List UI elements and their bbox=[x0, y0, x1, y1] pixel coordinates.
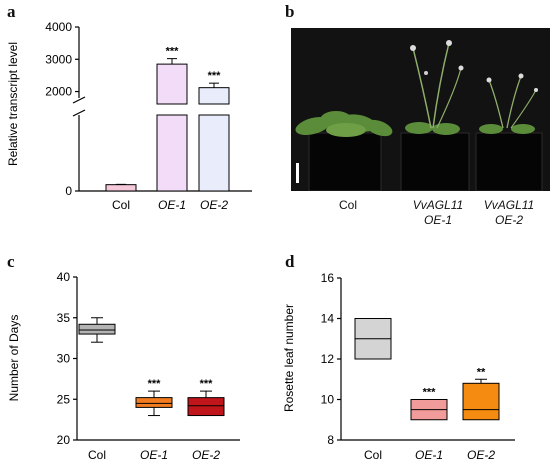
x-tick-label: OE-1 bbox=[415, 448, 443, 462]
x-tick-label: Col bbox=[364, 448, 382, 462]
bar bbox=[156, 63, 188, 105]
panel-letter-a: a bbox=[7, 2, 16, 21]
y-axis-label: Number of Days bbox=[7, 315, 21, 402]
x-tick-label: OE-2 bbox=[192, 448, 220, 462]
oe1-plant bbox=[405, 40, 464, 135]
pot-oe2 bbox=[475, 132, 543, 191]
scale-bar bbox=[296, 163, 299, 183]
significance-label: *** bbox=[423, 387, 437, 399]
leaf-box-plot: 8 10 12 14 16 Rosette leaf number Col *** OE-1 **… bbox=[282, 271, 515, 462]
days-box-plot: 20 25 30 35 40 Number of Days Col *** OE-1 *** OE-… bbox=[7, 270, 240, 462]
significance-label: *** bbox=[148, 378, 162, 390]
y-tick-label: 8 bbox=[327, 433, 334, 447]
bar bbox=[198, 114, 230, 192]
y-tick-label: 4000 bbox=[45, 20, 72, 34]
box bbox=[78, 323, 116, 335]
bar bbox=[105, 184, 137, 192]
photo-label-oe1: VvAGL11 OE-1 bbox=[408, 198, 468, 228]
panel-letter-b: b bbox=[285, 2, 295, 21]
x-tick-label: Col bbox=[88, 448, 106, 462]
y-tick-label: 40 bbox=[57, 270, 71, 284]
photo-label-oe1-gene: VvAGL11 bbox=[412, 198, 464, 212]
y-tick-label: 20 bbox=[57, 433, 71, 447]
col-rosette bbox=[295, 111, 393, 137]
x-tick-label: OE-1 bbox=[158, 198, 186, 212]
plant-photo bbox=[291, 28, 550, 191]
significance-label: ** bbox=[477, 366, 486, 378]
panel-letter-d: d bbox=[285, 252, 295, 271]
box bbox=[135, 397, 173, 408]
photo-label-oe2: VvAGL11 OE-2 bbox=[479, 198, 539, 228]
y-tick-label: 30 bbox=[57, 352, 71, 366]
x-tick-label: OE-2 bbox=[467, 448, 495, 462]
photo-label-oe1-line: OE-1 bbox=[423, 213, 452, 227]
plant-photo-illustration bbox=[295, 40, 543, 191]
axis-break-mark bbox=[72, 96, 86, 104]
transcript-bar-chart: 0 2000 3000 4000 Relative transcript level Co… bbox=[6, 20, 252, 212]
photo-label-oe2-gene: VvAGL11 bbox=[483, 198, 535, 212]
box bbox=[462, 382, 500, 421]
y-tick-label: 10 bbox=[321, 393, 335, 407]
y-tick-label: 2000 bbox=[45, 85, 72, 99]
y-axis-label: Relative transcript level bbox=[6, 42, 20, 166]
bar bbox=[198, 87, 230, 105]
significance-label: *** bbox=[208, 70, 222, 82]
significance-label: *** bbox=[166, 46, 180, 58]
x-tick-label: OE-2 bbox=[200, 198, 228, 212]
x-tick-label: OE-1 bbox=[140, 448, 168, 462]
y-tick-label: 0 bbox=[65, 184, 72, 198]
y-tick-label: 14 bbox=[321, 312, 335, 326]
box bbox=[187, 397, 225, 417]
photo-label-col: Col bbox=[338, 198, 357, 212]
y-tick-label: 25 bbox=[57, 392, 71, 406]
oe2-plant bbox=[479, 73, 538, 134]
x-tick-label: Col bbox=[112, 198, 130, 212]
y-tick-label: 12 bbox=[321, 352, 335, 366]
pot-oe1 bbox=[400, 132, 470, 191]
pot-col bbox=[308, 132, 382, 191]
panel-letter-c: c bbox=[7, 252, 15, 271]
axis-break-mark bbox=[72, 109, 86, 117]
significance-label: *** bbox=[200, 378, 214, 390]
photo-label-oe2-line: OE-2 bbox=[494, 213, 523, 227]
bar bbox=[156, 114, 188, 192]
y-axis-label: Rosette leaf number bbox=[282, 304, 296, 412]
y-tick-label: 35 bbox=[57, 311, 71, 325]
y-tick-label: 3000 bbox=[45, 52, 72, 66]
y-tick-label: 16 bbox=[321, 271, 335, 285]
